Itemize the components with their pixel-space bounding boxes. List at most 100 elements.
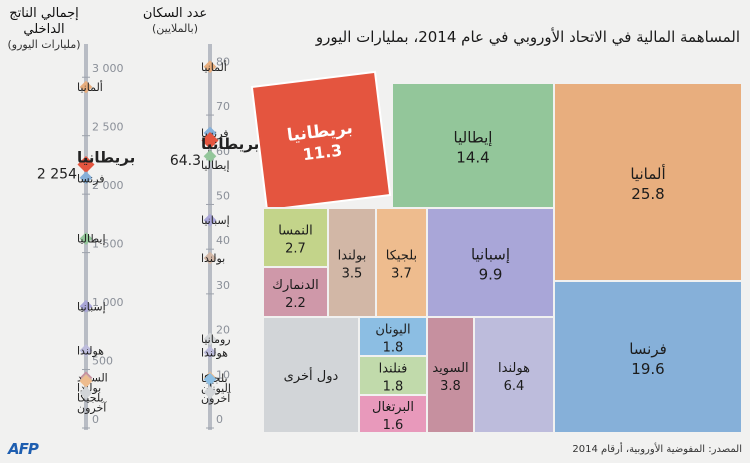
treemap-name-12: فنلندا: [379, 362, 408, 377]
treemap-value-10: 2.2: [285, 296, 306, 311]
treemap-value-5: 6.4: [504, 379, 525, 394]
treemap-value-13: 1.6: [383, 418, 404, 433]
treemap-tile-14: دول أخرى: [262, 316, 360, 434]
treemap-value-7: 3.7: [391, 267, 412, 282]
axis-tick-label-population-1: 10: [216, 368, 230, 381]
axis-label-population-3: إيطاليا: [201, 159, 230, 172]
treemap-tile-4: إسبانيا 9.9: [426, 207, 555, 318]
axis-label-gdp-2: فرنسا: [77, 172, 105, 185]
axis-tick-label-gdp-6: 3 000: [92, 62, 124, 75]
axis-tick-label-population-6: 60: [216, 145, 230, 158]
treemap-name-9: النمسا: [278, 224, 313, 239]
treemap-name-0: ألمانيا: [630, 164, 665, 183]
axis-marker-population-9: [203, 372, 217, 386]
treemap-tile-11: اليونان 1.8: [358, 316, 428, 357]
axis-tick-label-population-0: 0: [216, 413, 223, 426]
treemap-name-1: فرنسا: [629, 340, 667, 358]
axis-value-population-2: 64.3: [170, 153, 201, 169]
axis-tick-label-gdp-2: 1 000: [92, 296, 124, 309]
axis-marker-population-4: [203, 213, 217, 227]
axis-marker-gdp-3: [79, 232, 93, 245]
treemap-tile-1: فرنسا 19.6: [553, 280, 743, 434]
treemap-name-2: إيطاليا: [454, 129, 493, 147]
axis-label-population-10: آخرون: [201, 391, 231, 405]
axis-marker-gdp-1: [77, 155, 95, 173]
gdp-axis-subtitle: (مليارات اليورو): [7, 38, 81, 51]
treemap-name-11: اليونان: [375, 323, 410, 338]
axis-label-population-0: ألمانيا: [201, 60, 227, 74]
axis-label-population-7: هولندا: [201, 346, 228, 359]
axis-label-gdp-1: بريطانيا: [77, 148, 135, 166]
axis-label-gdp-4: إسبانيا: [77, 300, 106, 313]
axis-tick-label-gdp-4: 2 000: [92, 179, 124, 192]
axis-tick-label-population-7: 70: [216, 100, 230, 113]
axis-marker-population-3: [203, 149, 217, 163]
population-axis-header: عدد السكان (بالملايين): [130, 6, 220, 35]
axis-tick-label-population-3: 30: [216, 279, 230, 292]
axis-marker-gdp-9: [79, 386, 93, 400]
treemap-value-12: 1.8: [383, 380, 404, 395]
treemap-rect-11: [358, 316, 428, 357]
treemap-tile-12: فنلندا 1.8: [358, 355, 428, 396]
axis-label-gdp-5: هولندا: [77, 344, 104, 357]
treemap-tile-6: السويد 3.8: [426, 316, 475, 434]
afp-logo: AFP: [8, 440, 39, 458]
chart-title: المساهمة المالية في الاتحاد الأوروبي في …: [315, 28, 740, 46]
axes-svg: 01020304050607080ألمانيافرنسابريطانيا64.…: [37, 44, 259, 430]
treemap-value-4: 9.9: [479, 266, 503, 284]
axis-marker-gdp-8: [79, 374, 93, 388]
source-note: المصدر: المفوضية الأوروبية، أرقام 2014: [572, 444, 742, 455]
treemap-name-4: إسبانيا: [471, 246, 510, 264]
axis-tick-label-population-8: 80: [216, 55, 230, 68]
treemap-value-6: 3.8: [440, 379, 461, 394]
axis-tick-label-population-5: 50: [216, 189, 230, 202]
axis-tick-label-gdp-5: 2 500: [92, 121, 124, 134]
treemap-tile-2: إيطاليا 14.4: [391, 82, 555, 209]
axis-tick-label-population-4: 40: [216, 234, 230, 247]
treemap-rect-1: [553, 280, 743, 434]
axis-label-gdp-3: إيطاليا: [77, 233, 106, 246]
treemap-rect-4: [426, 207, 555, 318]
axis-marker-population-10: [203, 385, 217, 399]
axis-marker-gdp-4: [79, 299, 93, 313]
treemap-tile-7: بلجيكا 3.7: [375, 207, 428, 318]
axis-tick-label-gdp-0: 0: [92, 413, 99, 426]
treemap-tile-13: البرتغال 1.6: [358, 394, 428, 434]
axis-marker-population-6: [203, 332, 217, 346]
axis-label-population-4: إسبانيا: [201, 214, 230, 227]
treemap-name-14: دول أخرى: [284, 367, 339, 384]
treemap-name-5: هولندا: [498, 361, 530, 376]
treemap-rect-9: [262, 207, 329, 268]
treemap-name-6: السويد: [432, 361, 468, 376]
axis-marker-gdp-5: [79, 344, 93, 357]
treemap-rect-10: [262, 266, 329, 318]
treemap-rect-3: [250, 70, 392, 212]
gdp-axis-header: إجمالي الناتج الداخلي (مليارات اليورو): [0, 6, 88, 51]
treemap-name-13: البرتغال: [372, 400, 414, 415]
axis-marker-population-0: [203, 60, 217, 74]
treemap-rect-2: [391, 82, 555, 209]
axis-label-population-5: بولندا: [201, 252, 225, 265]
axis-label-gdp-0: ألمانيا: [77, 80, 103, 94]
axis-value-gdp-1: 2 254: [37, 166, 77, 182]
treemap-value-0: 25.8: [631, 185, 664, 203]
treemap-tile-0: ألمانيا 25.8: [553, 82, 743, 282]
treemap-tile-8: بولندا 3.5: [327, 207, 377, 318]
population-axis-title: عدد السكان: [142, 6, 208, 21]
axis-tick-label-gdp-1: 500: [92, 355, 113, 368]
treemap-value-3: 11.3: [302, 141, 344, 165]
axis-tick-label-gdp-3: 1 500: [92, 238, 124, 251]
axis-line-population: [208, 44, 212, 430]
treemap-tile-10: الدنمارك 2.2: [262, 266, 329, 318]
axis-marker-gdp-2: [79, 171, 93, 185]
axis-marker-population-7: [203, 346, 217, 359]
treemap-value-1: 19.6: [631, 360, 664, 378]
treemap-value-2: 14.4: [456, 149, 489, 167]
population-axis-subtitle: (بالملايين): [151, 22, 199, 35]
treemap-value-8: 3.5: [342, 267, 363, 282]
treemap-name-7: بلجيكا: [386, 249, 417, 264]
treemap-rect-14: [262, 316, 360, 434]
axis-marker-population-5: [203, 251, 217, 265]
treemap-value-11: 1.8: [383, 341, 404, 356]
